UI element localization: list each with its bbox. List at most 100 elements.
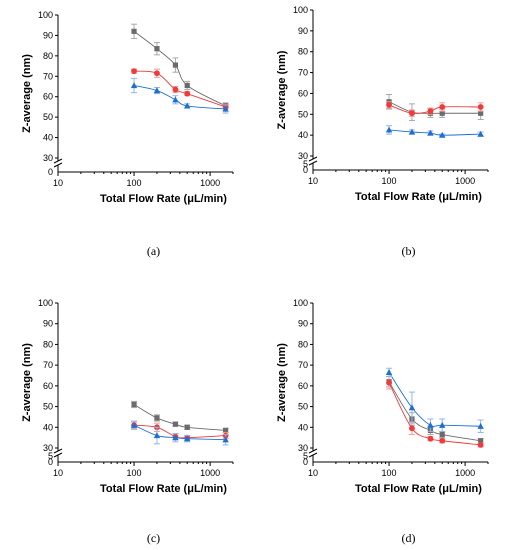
data-point-square <box>184 82 190 89</box>
y-axis-title: Z-average (nm) <box>21 54 33 133</box>
data-point-square <box>154 46 160 52</box>
series-2 <box>386 376 484 448</box>
data-point-square <box>184 424 190 430</box>
series-1 <box>386 93 484 122</box>
data-point-circle <box>477 441 484 448</box>
data-point-circle <box>386 102 392 108</box>
data-point-triangle <box>427 421 434 428</box>
y-tick-label: 30 <box>43 153 53 163</box>
series-3 <box>130 77 229 114</box>
data-point-triangle <box>184 435 191 442</box>
data-point-triangle <box>172 96 179 103</box>
axis-break-mark <box>53 448 63 454</box>
y-tick-label: 30 <box>298 443 308 453</box>
x-axis-title: Total Flow Rate (μL/min) <box>355 483 482 495</box>
data-point-triangle <box>439 131 446 138</box>
series-fit-line <box>388 372 481 427</box>
panel-caption: (a) <box>147 244 160 258</box>
y-tick-label: 40 <box>298 130 308 140</box>
y-tick-label: 50 <box>43 402 53 412</box>
y-tick-label: 60 <box>298 88 308 98</box>
series-fit-line <box>134 70 226 108</box>
data-point-triangle <box>172 434 179 441</box>
y-axis-title: Z-average (nm) <box>276 343 288 422</box>
series-3 <box>130 420 229 446</box>
y-tick-label: 100 <box>38 298 53 308</box>
data-point-triangle <box>184 102 191 109</box>
panel-caption: (b) <box>402 244 416 258</box>
data-point-circle <box>439 437 446 444</box>
y-tick-label: 100 <box>293 298 308 308</box>
data-point-triangle <box>153 87 161 94</box>
series-fit-line <box>389 129 481 136</box>
data-point-circle <box>409 110 415 117</box>
x-tick-label: 1000 <box>455 176 475 186</box>
y-tick-label: 90 <box>43 30 53 40</box>
y-break-label: 0 <box>48 167 53 177</box>
y-tick-label: 40 <box>43 422 53 432</box>
data-point-circle <box>154 70 160 77</box>
x-tick-label: 100 <box>382 176 397 186</box>
y-break-label: 5 <box>48 451 53 461</box>
data-point-square <box>478 110 484 116</box>
data-point-triangle <box>222 436 229 443</box>
data-point-square <box>154 415 160 421</box>
x-tick-label: 100 <box>127 468 142 478</box>
series-3 <box>385 367 484 433</box>
y-tick-label: 70 <box>43 360 53 370</box>
data-point-triangle <box>427 129 434 136</box>
series-2 <box>386 101 484 117</box>
data-point-square <box>478 438 484 444</box>
y-tick-label: 40 <box>298 422 308 432</box>
x-tick-label: 100 <box>127 178 142 188</box>
data-point-circle <box>427 108 434 115</box>
y-tick-label: 70 <box>298 360 308 370</box>
axis-break-mark <box>53 158 63 164</box>
series-fit-line <box>133 30 226 107</box>
data-point-square <box>439 431 445 438</box>
panel-caption: (d) <box>402 531 416 545</box>
y-tick-label: 40 <box>43 133 53 143</box>
data-point-triangle <box>477 130 484 137</box>
series-1 <box>386 376 484 444</box>
x-tick-label: 100 <box>382 468 397 478</box>
data-point-triangle <box>222 105 229 112</box>
series-fit-line <box>388 101 481 114</box>
data-point-circle <box>184 90 191 97</box>
axis-break-mark <box>308 448 318 454</box>
data-point-square <box>131 28 137 34</box>
y-axis-title: Z-average (nm) <box>276 50 288 129</box>
data-point-square <box>223 427 229 433</box>
y-tick-label: 90 <box>298 319 308 329</box>
x-tick-label: 1000 <box>455 468 475 478</box>
axis-break-mark <box>53 452 63 458</box>
x-tick-label: 10 <box>53 178 63 188</box>
y-tick-label: 30 <box>43 443 53 453</box>
x-axis-title: Total Flow Rate (μL/min) <box>355 191 482 203</box>
x-axis-title: Total Flow Rate (μL/min) <box>100 193 227 205</box>
series-3 <box>385 125 484 138</box>
x-axis-title: Total Flow Rate (μL/min) <box>100 483 227 495</box>
data-point-circle <box>427 435 434 442</box>
y-tick-label: 90 <box>298 26 308 36</box>
y-tick-label: 60 <box>43 92 53 102</box>
y-tick-label: 100 <box>38 10 53 20</box>
x-tick-label: 10 <box>53 468 63 478</box>
data-point-square <box>172 421 179 427</box>
panel-caption: (c) <box>147 531 160 545</box>
y-tick-label: 90 <box>43 319 53 329</box>
y-tick-label: 100 <box>293 5 308 15</box>
y-axis-title: Z-average (nm) <box>21 343 33 422</box>
y-tick-label: 50 <box>43 112 53 122</box>
data-point-circle <box>477 104 484 110</box>
y-tick-label: 60 <box>43 381 53 391</box>
x-tick-label: 10 <box>308 176 318 186</box>
series-fit-line <box>133 85 226 110</box>
y-tick-label: 60 <box>298 381 308 391</box>
axis-break-mark <box>308 160 318 166</box>
